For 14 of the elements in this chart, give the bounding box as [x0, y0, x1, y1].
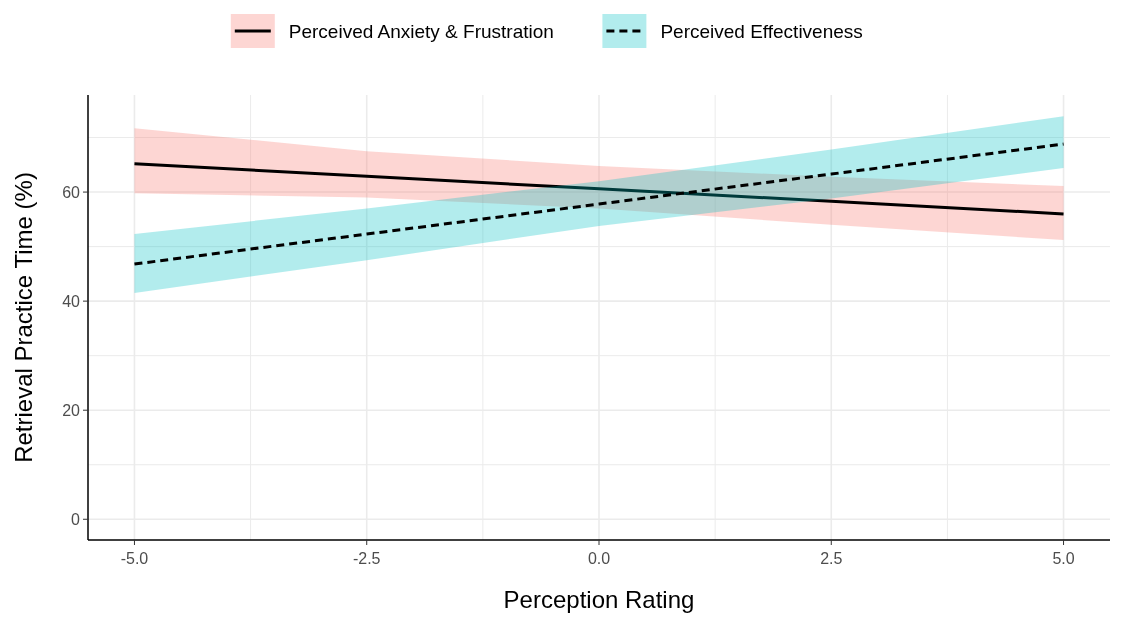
x-tick-label: -5.0: [120, 550, 149, 567]
y-tick-label: 40: [62, 292, 81, 310]
legend-label: Perceived Anxiety & Frustration: [288, 20, 554, 42]
y-tick-label: 0: [71, 510, 81, 528]
y-axis-title: Retrieval Practice Time (%): [10, 172, 37, 463]
x-tick-label: 2.5: [820, 550, 843, 567]
legend-label: Perceived Effectiveness: [660, 20, 863, 42]
x-axis-title: Perception Rating: [503, 586, 695, 613]
y-tick-label: 60: [62, 183, 81, 201]
x-tick-label: 5.0: [1052, 550, 1075, 567]
line-series: [132, 142, 1066, 266]
x-tick-label: 0.0: [587, 550, 611, 567]
y-tick-label: 20: [62, 401, 81, 419]
x-tick-label: -2.5: [352, 550, 381, 567]
